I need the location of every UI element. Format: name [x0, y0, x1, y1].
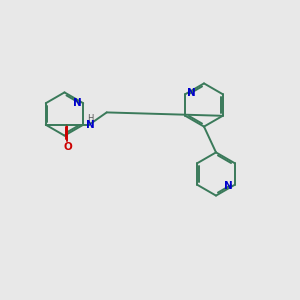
Text: N: N	[187, 88, 196, 98]
Text: O: O	[63, 142, 72, 152]
Text: N: N	[74, 98, 82, 108]
Text: N: N	[85, 120, 94, 130]
Text: H: H	[87, 114, 93, 123]
Text: N: N	[224, 181, 233, 191]
